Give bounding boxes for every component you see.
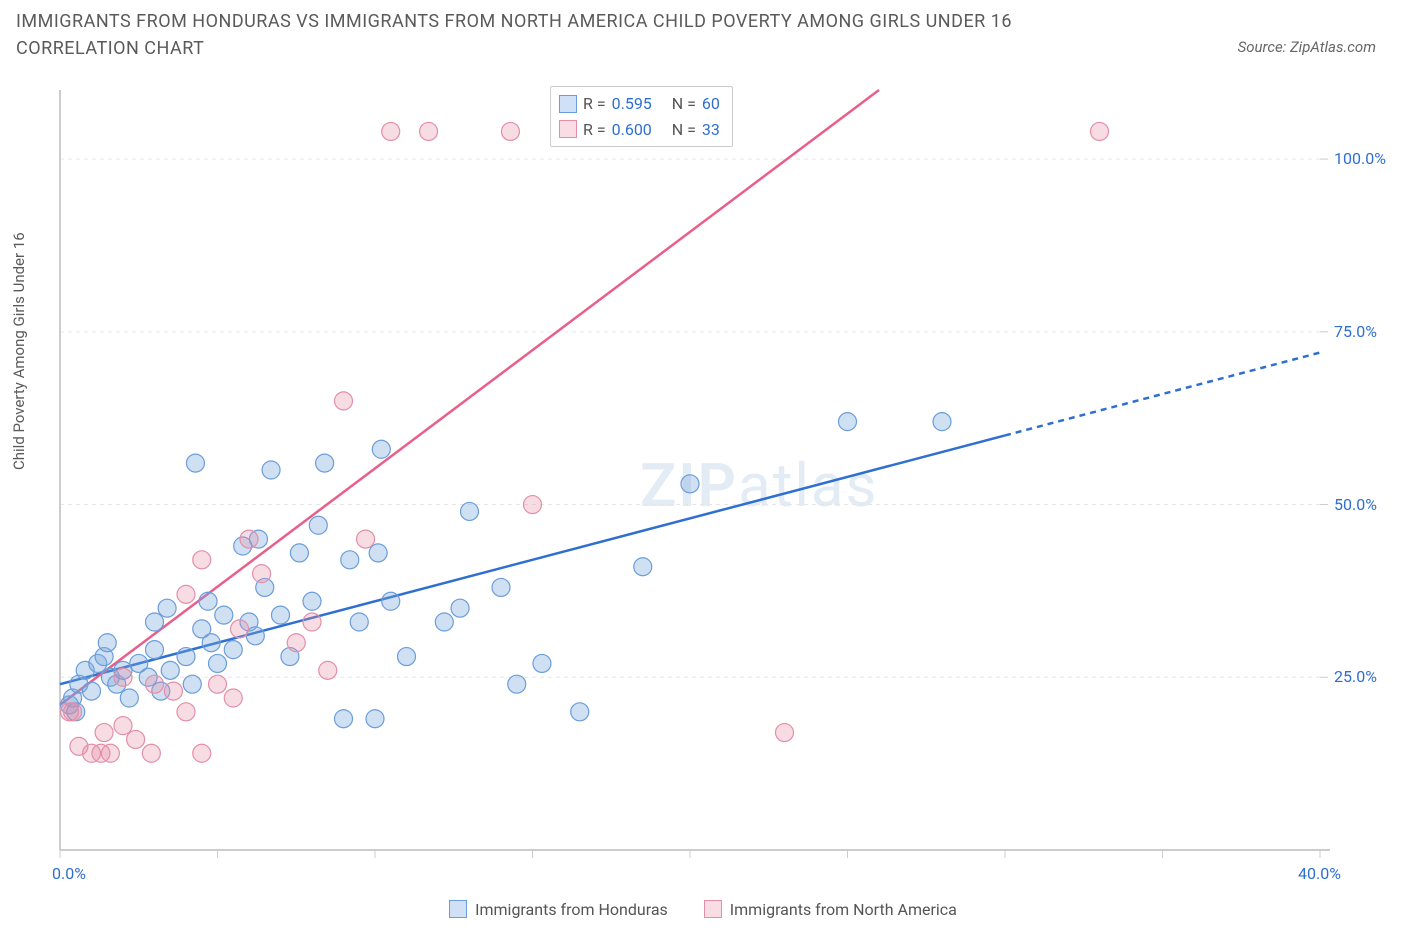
legend-row: R = 0.600 N = 33 bbox=[559, 117, 720, 143]
y-tick-label: 25.0% bbox=[1334, 667, 1377, 686]
y-tick-label: 50.0% bbox=[1334, 495, 1377, 514]
y-tick-label: 100.0% bbox=[1334, 149, 1386, 168]
bottom-legend: Immigrants from Honduras Immigrants from … bbox=[0, 900, 1406, 923]
chart-title: IMMIGRANTS FROM HONDURAS VS IMMIGRANTS F… bbox=[16, 8, 1136, 62]
scatter-chart bbox=[40, 80, 1360, 880]
x-tick-label: 0.0% bbox=[52, 864, 86, 883]
x-tick-label: 40.0% bbox=[1298, 864, 1341, 883]
source-label: Source: ZipAtlas.com bbox=[1238, 38, 1376, 56]
legend-item: Immigrants from North America bbox=[704, 900, 957, 919]
y-axis-label: Child Poverty Among Girls Under 16 bbox=[10, 232, 28, 470]
legend-row: R = 0.595 N = 60 bbox=[559, 91, 720, 117]
legend-item: Immigrants from Honduras bbox=[449, 900, 668, 919]
correlation-legend: R = 0.595 N = 60 R = 0.600 N = 33 bbox=[550, 86, 733, 147]
y-tick-label: 75.0% bbox=[1334, 322, 1377, 341]
